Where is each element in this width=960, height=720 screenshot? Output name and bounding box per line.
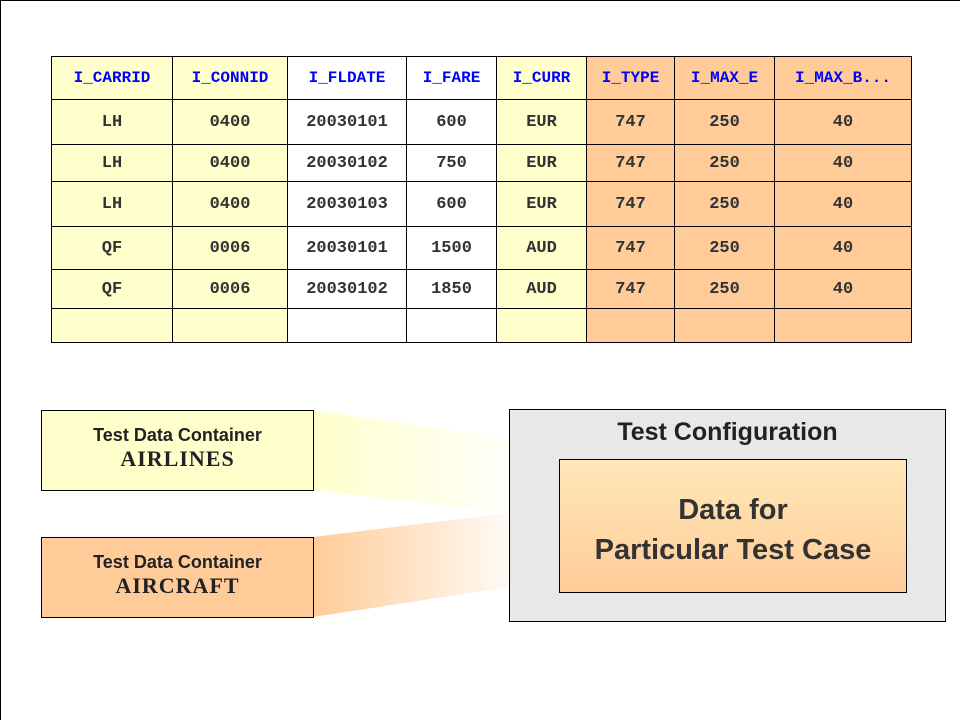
table-cell	[674, 308, 775, 343]
container-label: Test Data Container	[93, 425, 262, 445]
container-name: AIRCRAFT	[115, 573, 240, 598]
table-cell: 747	[586, 99, 675, 145]
test-configuration: Test Configuration Data for Particular T…	[509, 409, 946, 622]
table-cell	[496, 308, 587, 343]
table-cell	[172, 308, 288, 343]
table-cell: AUD	[496, 269, 587, 309]
airlines-beam	[313, 410, 509, 513]
table-cell: EUR	[496, 181, 587, 227]
table-cell: 20030101	[287, 99, 407, 145]
table-cell	[51, 308, 173, 343]
container-name: AIRLINES	[120, 446, 235, 471]
container-label: Test Data Container	[93, 552, 262, 572]
table-cell: QF	[51, 269, 173, 309]
table-cell: 0400	[172, 181, 288, 227]
table-cell: 0400	[172, 99, 288, 145]
table-cell: LH	[51, 144, 173, 182]
table-cell: 600	[406, 99, 497, 145]
table-cell: 750	[406, 144, 497, 182]
table-cell	[287, 308, 407, 343]
table-cell: 600	[406, 181, 497, 227]
inner-line-2: Particular Test Case	[594, 534, 872, 566]
table-cell: 40	[774, 269, 912, 309]
test-case-data: Data for Particular Test Case	[559, 459, 907, 593]
table-cell: 40	[774, 99, 912, 145]
config-title: Test Configuration	[617, 418, 838, 446]
column-header: I_MAX_B...	[774, 56, 912, 100]
table-cell	[774, 308, 912, 343]
table-cell: 0006	[172, 226, 288, 270]
aircraft-beam	[313, 513, 509, 617]
column-header: I_CARRID	[51, 56, 173, 100]
table-cell: 250	[674, 181, 775, 227]
inner-line-1: Data for	[678, 494, 788, 526]
table-cell: 250	[674, 226, 775, 270]
column-header: I_TYPE	[586, 56, 675, 100]
table-cell: 1850	[406, 269, 497, 309]
table-cell: 747	[586, 144, 675, 182]
table-cell: 250	[674, 144, 775, 182]
table-cell: EUR	[496, 99, 587, 145]
airlines-container: Test Data Container AIRLINES	[41, 410, 314, 491]
aircraft-container: Test Data Container AIRCRAFT	[41, 537, 314, 618]
table-cell: LH	[51, 99, 173, 145]
table-cell: 0400	[172, 144, 288, 182]
column-header: I_CURR	[496, 56, 587, 100]
column-header: I_FLDATE	[287, 56, 407, 100]
table-cell: 20030103	[287, 181, 407, 227]
column-header: I_MAX_E	[674, 56, 775, 100]
table-cell: 40	[774, 226, 912, 270]
table-cell: AUD	[496, 226, 587, 270]
table-cell: 20030101	[287, 226, 407, 270]
